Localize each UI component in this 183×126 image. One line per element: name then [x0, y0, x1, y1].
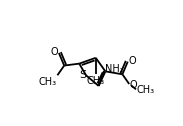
Text: CH₃: CH₃ — [137, 85, 155, 95]
Text: CH₃: CH₃ — [38, 77, 56, 87]
Text: O: O — [130, 80, 137, 90]
Text: O: O — [50, 47, 58, 57]
Text: O: O — [128, 56, 136, 66]
Text: S: S — [79, 70, 86, 80]
Text: CH₃: CH₃ — [87, 76, 105, 86]
Text: NH₂: NH₂ — [105, 64, 124, 74]
